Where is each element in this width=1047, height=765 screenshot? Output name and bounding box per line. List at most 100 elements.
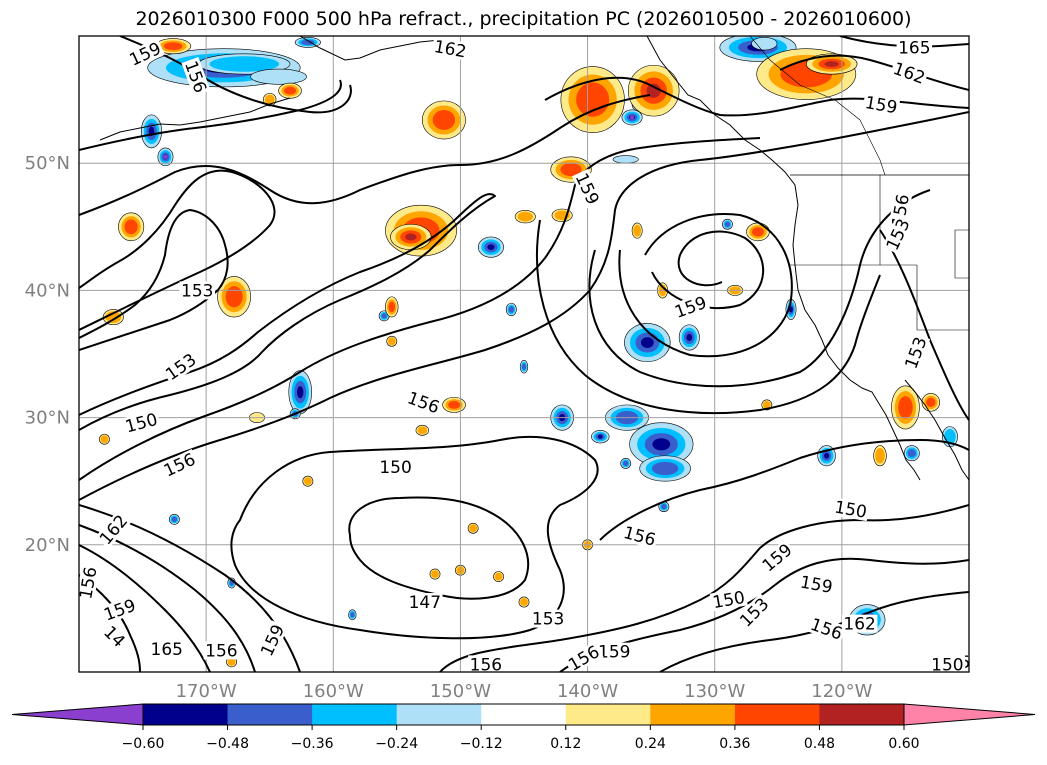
negative-precip-blob-14-level-5 — [630, 115, 635, 120]
positive-precip-blob-15-level-2 — [633, 224, 642, 237]
lon-tick-label: 160°W — [303, 681, 364, 702]
positive-precip-blob-3-level-4 — [824, 61, 839, 67]
contour-label-background — [203, 641, 240, 660]
positive-precip-blob-11-level-3 — [163, 42, 183, 51]
colorbar-tick-label: 0.60 — [888, 736, 919, 752]
contour-label-background — [735, 593, 774, 632]
contour-label-background — [620, 522, 660, 550]
positive-precip-blob-24-level-2 — [762, 401, 771, 409]
contour-label-background — [596, 642, 633, 661]
contour-label-background — [571, 168, 604, 209]
colorbar-bin-5 — [565, 704, 651, 725]
positive-precip-blob-27-level-2 — [875, 448, 885, 464]
contour-label: 150 — [931, 655, 963, 675]
contour-label: 153 — [532, 610, 564, 630]
negative-precip-blob-2-level-1 — [250, 68, 307, 85]
colorbar-tick-label: −0.36 — [291, 736, 334, 752]
gulf-of-california-coast — [904, 379, 969, 481]
contour-label: 150 — [379, 458, 411, 478]
positive-precip-blob-21-level-2 — [417, 426, 428, 435]
contour-line-165-sw — [79, 544, 211, 672]
colorbar-extend-max — [903, 703, 1036, 726]
negative-precip-blob-4-level-1 — [751, 36, 778, 51]
positive-precip-blob-5-level-3 — [560, 162, 582, 177]
colorbar-bin-3 — [396, 704, 482, 725]
contour-label-background — [901, 332, 931, 373]
contour-label-background — [403, 387, 444, 417]
contour-label-background — [831, 497, 870, 522]
colorbar-tick-label: −0.48 — [206, 736, 249, 752]
contour-label: 153 — [181, 281, 213, 301]
contour-label: 156 — [76, 565, 101, 600]
contour-line-156-south — [439, 504, 969, 672]
contour-label-background — [530, 609, 566, 628]
lon-tick-label: 140°W — [557, 681, 618, 702]
contour-line-162-north — [79, 79, 342, 151]
positive-precip-blob-13-level-2 — [517, 211, 534, 222]
contour-line-153-east — [588, 189, 931, 388]
negative-precip-blob-22-level-3 — [301, 39, 315, 46]
coastlines — [99, 36, 969, 481]
positive-precip-blob-29-level-2 — [469, 524, 478, 533]
contour-line-153-west — [79, 169, 276, 331]
map-frame — [78, 35, 970, 673]
colorbar-frame — [142, 703, 905, 726]
positive-precip-blob-37-level-2 — [100, 435, 109, 444]
negative-precip-blob-6-level-5 — [163, 154, 168, 159]
positive-precip-blob-33-level-2 — [520, 598, 528, 606]
contour-line-159-north — [79, 94, 651, 216]
colorbar-bin-6 — [650, 704, 736, 725]
contour-line-147 — [348, 496, 530, 600]
colorbar-tick-label: −0.24 — [375, 736, 418, 752]
contour-line-156-east — [536, 219, 881, 415]
contour-label-background — [670, 292, 711, 322]
lon-tick-label: 170°W — [176, 681, 237, 702]
contour-label-background — [889, 58, 930, 88]
latitude-tick-labels: 20°N 30°N 40°N 50°N — [25, 153, 70, 556]
positive-precip-blob-8-level-3 — [124, 219, 138, 235]
contour-label-background — [806, 614, 847, 644]
contour-label-background — [148, 640, 185, 659]
contour-label-background — [563, 641, 604, 672]
positive-precip-blob-12-level-3 — [284, 86, 297, 95]
contour-label-background — [181, 56, 211, 97]
us-state-lines — [790, 175, 969, 331]
colorbar-bin-0 — [143, 704, 229, 725]
negative-precip-blob-1-level-2 — [209, 56, 280, 72]
alaska-coast — [299, 36, 461, 61]
negative-precip-blob-24-level-3 — [381, 313, 387, 319]
colorbar: −0.60 −0.48 −0.36 −0.24 −0.12 0.12 0.24 0.36 0.4… — [11, 703, 1036, 752]
positive-precip-blob-0-level-3 — [576, 82, 610, 117]
contour-line-165-ne — [839, 36, 969, 48]
contour-label-background — [468, 655, 504, 672]
colorbar-tick-label: −0.60 — [122, 736, 165, 752]
contour-label-background — [79, 563, 100, 603]
contour-line-159 — [79, 111, 969, 501]
lon-tick-label: 120°W — [811, 681, 872, 702]
contour-label-background — [95, 510, 132, 549]
map-background — [79, 36, 969, 672]
contour-line-156 — [79, 137, 761, 481]
colorbar-tick-label: 0.48 — [804, 736, 835, 752]
negative-precip-blob-13-level-4 — [686, 333, 693, 342]
lat-tick-label: 40°N — [25, 280, 70, 301]
negative-precip-blob-17-level-4 — [597, 434, 603, 439]
colorbar-tick-label: −0.12 — [460, 736, 503, 752]
negative-precip-blob-15-level-4 — [487, 244, 495, 251]
positive-precip-blob-35-level-2 — [303, 477, 312, 486]
contour-label-background — [757, 539, 797, 576]
positive-precip-blob-9-level-3 — [225, 286, 243, 308]
chart-title: 2026010300 F000 500 hPa refract., precip… — [135, 8, 912, 30]
contour-label-background — [377, 458, 414, 477]
negative-precip-blob-32-level-3 — [522, 363, 526, 371]
positive-precip-blob-30-level-2 — [431, 570, 439, 578]
contour-label-background — [407, 593, 443, 612]
contour-line-156-loop — [618, 213, 793, 358]
lat-tick-label: 50°N — [25, 153, 70, 174]
negative-precip-blob-27-level-3 — [171, 516, 178, 523]
positive-precip-blob-4-level-3 — [432, 110, 456, 130]
contour-label-background — [431, 36, 470, 61]
lat-tick-label: 30°N — [25, 408, 70, 429]
contour-label: 156 — [470, 655, 502, 675]
